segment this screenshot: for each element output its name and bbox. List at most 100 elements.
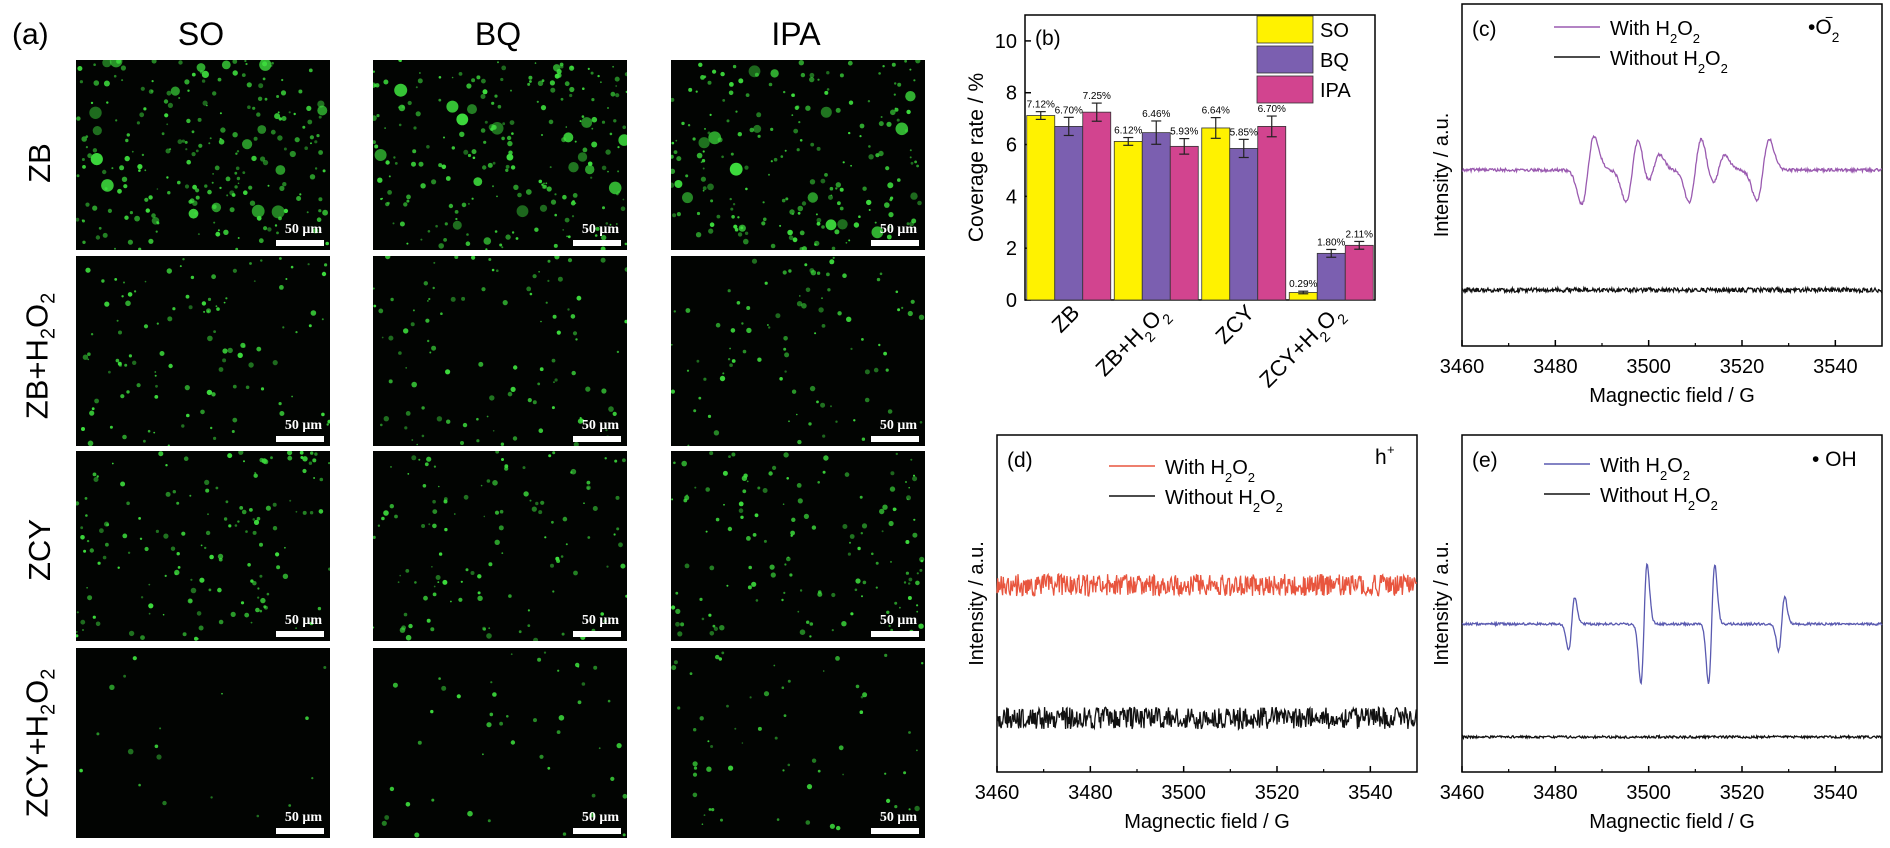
- fluorescent-dot: [166, 90, 172, 96]
- fluorescent-dot: [101, 279, 105, 283]
- fluorescent-dot: [878, 72, 881, 75]
- fluorescent-dot: [387, 190, 392, 195]
- fluorescent-dot: [809, 635, 812, 638]
- fluorescent-dot: [111, 462, 114, 465]
- fluorescent-dot: [278, 402, 282, 406]
- trace-without-h2o2: [1461, 733, 1883, 741]
- fluorescent-dot: [373, 304, 377, 308]
- fluorescent-dot: [543, 182, 545, 185]
- fluorescent-dot: [608, 406, 614, 412]
- plot-frame: [1024, 14, 1376, 301]
- fluorescent-dot: [622, 198, 625, 201]
- fluorescent-dot: [749, 127, 755, 133]
- fluorescent-dot: [677, 631, 683, 637]
- fluorescent-dot: [235, 247, 239, 250]
- micrograph-dots: [79, 656, 327, 818]
- fluorescent-dot: [897, 82, 902, 87]
- fluorescent-dot: [188, 208, 199, 219]
- fluorescent-dot: [785, 197, 789, 201]
- fluorescent-dot: [729, 347, 731, 350]
- fluorescent-dot: [516, 205, 529, 218]
- fluorescent-dot: [303, 618, 306, 621]
- fluorescent-dot: [692, 761, 698, 767]
- scale-bar: [573, 240, 621, 246]
- fluorescent-dot: [195, 188, 200, 193]
- fluorescent-dot: [235, 166, 240, 171]
- fluorescent-dot: [884, 653, 888, 657]
- fluorescent-dot: [408, 623, 413, 629]
- micrograph-dots: [76, 451, 330, 641]
- fluorescent-dot: [700, 161, 703, 164]
- legend-swatch: [1256, 45, 1314, 74]
- fluorescent-dot: [591, 116, 598, 123]
- fluorescent-dot: [430, 627, 435, 632]
- fluorescent-dot: [208, 142, 211, 145]
- fluorescent-dot: [163, 99, 169, 104]
- fluorescent-dot: [80, 535, 85, 540]
- fluorescent-dot: [102, 232, 108, 238]
- fluorescent-dot: [783, 714, 787, 717]
- fluorescent-dot: [96, 475, 99, 478]
- fluorescent-dot: [816, 400, 819, 404]
- fluorescent-dot: [492, 480, 498, 486]
- fluorescent-dot: [799, 629, 806, 635]
- fluorescent-dot: [613, 119, 617, 123]
- fluorescent-dot: [295, 510, 298, 513]
- data-label: 1.80%: [1317, 237, 1345, 248]
- fluorescent-dot: [140, 596, 144, 599]
- fluorescent-dot: [807, 192, 818, 203]
- fluorescent-dot: [438, 163, 443, 168]
- fluorescent-dot: [187, 89, 190, 92]
- fluorescent-dot: [742, 489, 747, 494]
- fluorescent-dot: [536, 100, 539, 103]
- fluorescent-dot: [217, 229, 220, 232]
- x-tick-label: 3460: [1440, 782, 1485, 804]
- fluorescent-dot: [262, 77, 266, 81]
- x-tick-label: 3500: [1626, 782, 1671, 804]
- fluorescent-dot: [85, 202, 90, 207]
- fluorescent-dot: [901, 306, 904, 309]
- fluorescent-dot: [132, 360, 137, 365]
- fluorescent-dot: [207, 297, 212, 301]
- fluorescent-dot: [433, 585, 436, 588]
- fluorescent-dot: [755, 599, 759, 602]
- fluorescent-dot: [749, 696, 752, 699]
- fluorescent-dot: [534, 227, 539, 232]
- fluorescent-dot: [148, 603, 154, 609]
- fluorescent-dot: [262, 61, 268, 67]
- fluorescent-dot: [407, 100, 412, 106]
- fluorescent-dot: [887, 409, 893, 414]
- fluorescent-dot: [482, 89, 488, 95]
- fluorescent-dot: [198, 143, 203, 148]
- fluorescent-dot: [134, 215, 140, 222]
- fluorescent-dot: [849, 534, 855, 539]
- micrograph-dots: [671, 60, 922, 250]
- fluorescent-dot: [481, 78, 486, 84]
- fluorescent-dot: [605, 429, 608, 432]
- fluorescent-dot: [93, 63, 96, 66]
- fluorescent-dot: [401, 105, 405, 109]
- fluorescent-dot: [129, 211, 133, 215]
- fluorescent-dot: [721, 155, 724, 159]
- fluorescent-dot: [538, 271, 540, 273]
- fluorescent-dot: [738, 78, 744, 84]
- fluorescent-dot: [90, 101, 94, 105]
- fluorescent-dot: [308, 68, 313, 73]
- fluorescent-dot: [837, 219, 848, 230]
- fluorescent-dot: [548, 454, 552, 458]
- fluorescent-dot: [279, 257, 282, 260]
- fluorescent-dot: [281, 78, 284, 82]
- fluorescent-dot: [169, 148, 172, 151]
- fluorescent-dot: [685, 174, 689, 178]
- fluorescent-dot: [815, 213, 818, 216]
- fluorescent-dot: [390, 297, 394, 302]
- fluorescent-dot: [435, 575, 441, 580]
- fluorescent-dot: [426, 456, 432, 462]
- fluorescent-dot: [438, 98, 442, 102]
- fluorescent-dot: [92, 148, 98, 153]
- fluorescent-dot: [458, 597, 463, 602]
- fluorescent-dot: [879, 508, 885, 515]
- scale-bar-label: 50 μm: [879, 613, 917, 628]
- fluorescent-dot: [405, 569, 410, 573]
- fluorescent-dot: [701, 617, 705, 621]
